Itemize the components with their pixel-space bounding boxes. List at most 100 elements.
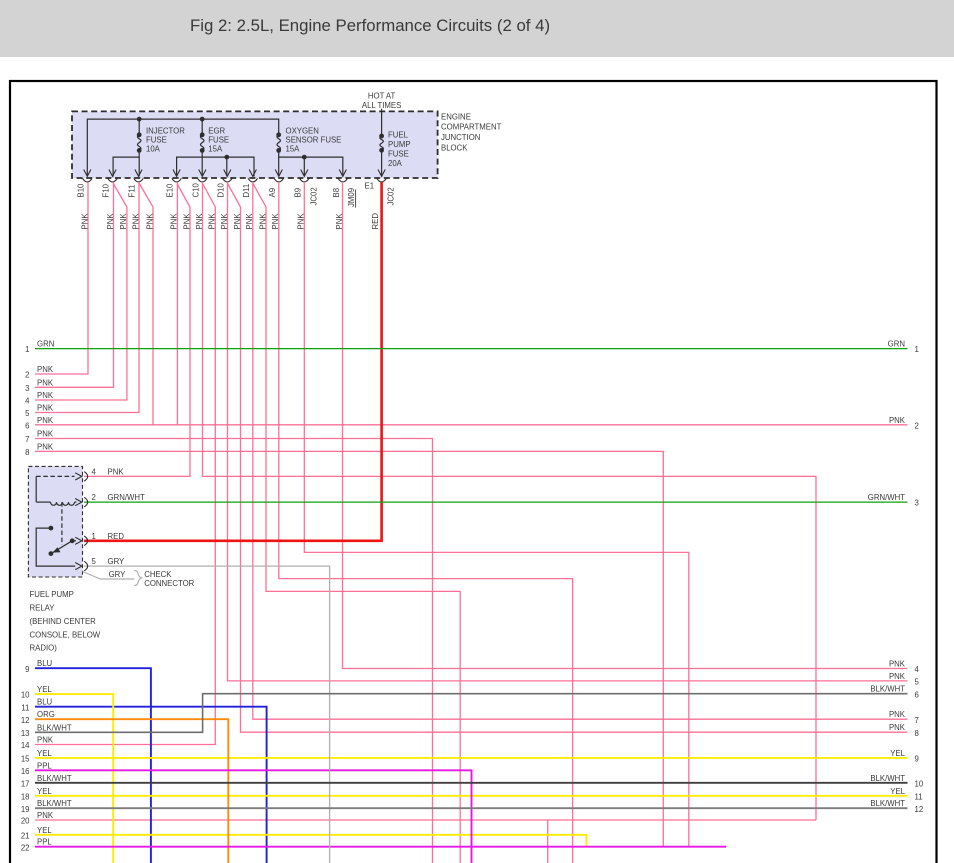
svg-text:GRN: GRN [37, 340, 54, 349]
svg-text:PNK: PNK [37, 736, 54, 745]
svg-text:RADIO): RADIO) [30, 644, 58, 653]
svg-text:1: 1 [25, 345, 29, 354]
svg-text:13: 13 [21, 729, 30, 738]
svg-text:RED: RED [371, 213, 380, 230]
svg-text:A9: A9 [268, 188, 277, 198]
svg-text:D10: D10 [216, 183, 225, 198]
svg-text:PNK: PNK [245, 213, 254, 230]
svg-text:11: 11 [915, 792, 923, 801]
svg-text:PUMP: PUMP [388, 140, 411, 149]
svg-text:PNK: PNK [37, 811, 54, 820]
svg-text:BLK/WHT: BLK/WHT [870, 774, 905, 783]
svg-text:BLK/WHT: BLK/WHT [37, 723, 72, 732]
svg-text:5: 5 [25, 409, 30, 418]
svg-text:C10: C10 [191, 183, 200, 198]
svg-text:PNK: PNK [297, 213, 306, 230]
svg-text:BLK/WHT: BLK/WHT [870, 799, 905, 808]
svg-text:EGR: EGR [208, 126, 225, 135]
svg-text:FUEL: FUEL [388, 131, 409, 140]
svg-text:1: 1 [915, 345, 919, 354]
svg-text:9: 9 [25, 665, 29, 674]
svg-text:RED: RED [108, 532, 125, 541]
svg-text:4: 4 [25, 397, 30, 406]
svg-text:PNK: PNK [37, 416, 54, 425]
svg-text:17: 17 [21, 779, 30, 788]
svg-text:BLK/WHT: BLK/WHT [870, 685, 905, 694]
svg-text:GRN/WHT: GRN/WHT [868, 493, 905, 502]
svg-text:YEL: YEL [37, 826, 52, 835]
svg-text:PNK: PNK [258, 213, 267, 230]
svg-text:PNK: PNK [37, 442, 54, 451]
svg-text:E10: E10 [166, 183, 175, 198]
svg-text:B10: B10 [76, 183, 85, 198]
svg-text:2: 2 [25, 371, 29, 380]
svg-text:PNK: PNK [80, 213, 89, 230]
svg-text:GRN/WHT: GRN/WHT [108, 493, 145, 502]
svg-text:FUEL PUMP: FUEL PUMP [30, 590, 74, 599]
svg-text:PNK: PNK [37, 404, 54, 413]
svg-text:PNK: PNK [37, 365, 54, 374]
svg-text:PNK: PNK [106, 213, 115, 230]
svg-text:PPL: PPL [37, 838, 52, 847]
svg-text:15A: 15A [286, 145, 301, 154]
svg-text:OXYGEN: OXYGEN [286, 126, 319, 135]
svg-text:FUSE: FUSE [146, 136, 167, 145]
svg-text:PNK: PNK [108, 467, 125, 476]
svg-text:BLOCK: BLOCK [441, 144, 468, 153]
svg-text:2: 2 [92, 493, 96, 502]
svg-text:JC02: JC02 [387, 187, 396, 205]
svg-text:SENSOR FUSE: SENSOR FUSE [286, 136, 342, 145]
svg-text:10A: 10A [146, 145, 161, 154]
svg-text:22: 22 [21, 843, 30, 852]
svg-text:16: 16 [21, 767, 30, 776]
svg-text:PNK: PNK [37, 378, 54, 387]
svg-text:10: 10 [21, 691, 30, 700]
svg-text:5: 5 [915, 678, 920, 687]
svg-text:COMPARTMENT: COMPARTMENT [441, 123, 502, 132]
svg-text:YEL: YEL [37, 749, 52, 758]
svg-text:CONNECTOR: CONNECTOR [144, 579, 194, 588]
svg-text:FUSE: FUSE [388, 150, 409, 159]
svg-text:PNK: PNK [145, 213, 154, 230]
svg-text:PNK: PNK [271, 213, 280, 230]
svg-text:PNK: PNK [889, 723, 906, 732]
svg-text:GRN: GRN [888, 340, 905, 349]
svg-text:CHECK: CHECK [144, 570, 172, 579]
svg-text:7: 7 [915, 716, 919, 725]
svg-text:18: 18 [21, 792, 30, 801]
svg-text:14: 14 [21, 741, 30, 750]
svg-text:ENGINE: ENGINE [441, 112, 471, 121]
svg-text:F11: F11 [128, 185, 137, 198]
svg-text:PNK: PNK [37, 391, 54, 400]
svg-text:PPL: PPL [37, 761, 52, 770]
svg-text:D11: D11 [242, 184, 251, 198]
svg-text:GRY: GRY [109, 570, 127, 579]
svg-text:PNK: PNK [889, 416, 906, 425]
svg-text:YEL: YEL [890, 749, 905, 758]
svg-text:F10: F10 [102, 183, 111, 197]
svg-text:15A: 15A [208, 145, 223, 154]
svg-text:9: 9 [915, 755, 919, 764]
svg-text:YEL: YEL [37, 685, 52, 694]
svg-text:8: 8 [915, 729, 919, 738]
svg-text:E1: E1 [365, 182, 375, 191]
svg-text:ORG: ORG [37, 710, 55, 719]
svg-text:PNK: PNK [195, 213, 204, 230]
svg-text:PNK: PNK [131, 213, 140, 230]
svg-text:21: 21 [21, 831, 30, 840]
svg-text:1: 1 [92, 532, 96, 541]
svg-text:BLK/WHT: BLK/WHT [37, 774, 72, 783]
svg-text:20: 20 [21, 817, 30, 826]
svg-text:FUSE: FUSE [208, 136, 229, 145]
svg-text:PNK: PNK [182, 213, 191, 230]
svg-text:3: 3 [915, 499, 919, 508]
svg-text:5: 5 [92, 557, 97, 566]
svg-text:20A: 20A [388, 159, 403, 168]
svg-text:PNK: PNK [37, 430, 54, 439]
svg-text:BLK/WHT: BLK/WHT [37, 799, 72, 808]
svg-text:JUNCTION: JUNCTION [441, 133, 480, 142]
svg-text:3: 3 [25, 384, 29, 393]
svg-text:BLU: BLU [37, 698, 53, 707]
svg-text:HOT AT: HOT AT [368, 91, 396, 100]
svg-text:YEL: YEL [890, 787, 905, 796]
